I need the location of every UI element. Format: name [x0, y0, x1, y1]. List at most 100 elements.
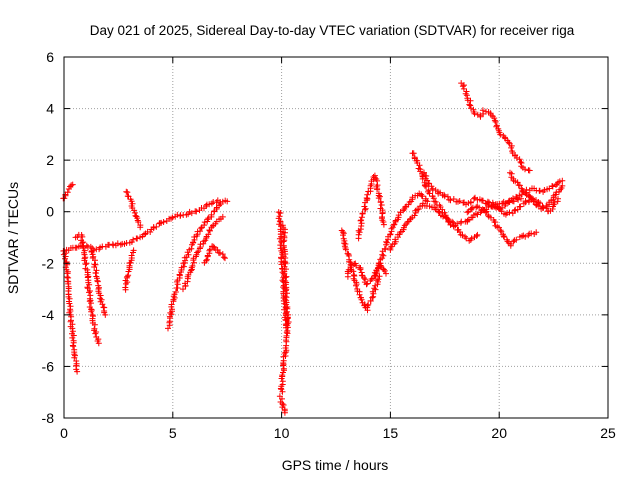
- data-point-marker: [484, 198, 491, 205]
- data-point-marker: [130, 247, 137, 254]
- data-point-marker: [122, 284, 129, 291]
- data-point-marker: [467, 102, 474, 109]
- data-point-marker: [483, 208, 490, 215]
- data-point-marker: [206, 247, 213, 254]
- data-point-marker: [88, 300, 94, 307]
- data-point-marker: [442, 212, 449, 219]
- data-point-marker: [342, 246, 349, 253]
- series-trace-m: [279, 222, 291, 323]
- data-point-marker: [405, 201, 412, 208]
- data-point-marker: [375, 195, 382, 202]
- data-point-marker: [474, 231, 481, 238]
- data-point-marker: [516, 182, 523, 189]
- data-point-marker: [168, 215, 174, 222]
- data-point-marker: [522, 166, 528, 173]
- data-point-marker: [374, 277, 380, 284]
- data-point-marker: [510, 195, 516, 202]
- data-point-marker: [491, 117, 498, 124]
- y-tick-label: 6: [46, 49, 54, 65]
- data-point-marker: [381, 267, 388, 274]
- data-point-marker: [522, 198, 529, 204]
- data-point-marker: [426, 190, 433, 197]
- data-point-marker: [471, 195, 477, 202]
- data-point-marker: [369, 294, 376, 301]
- data-point-marker: [549, 183, 556, 190]
- series-trace-o: [338, 227, 383, 314]
- data-point-marker: [86, 289, 92, 296]
- data-point-marker: [410, 150, 417, 157]
- data-point-marker: [353, 282, 359, 289]
- data-point-marker: [88, 308, 95, 315]
- data-point-marker: [203, 257, 210, 264]
- data-point-marker: [357, 266, 364, 273]
- data-point-marker: [551, 199, 558, 206]
- data-point-marker: [188, 245, 195, 252]
- series-trace-g: [122, 247, 137, 293]
- data-point-marker: [559, 182, 566, 189]
- data-point-marker: [517, 159, 524, 165]
- data-point-marker: [500, 233, 507, 239]
- data-point-marker: [456, 198, 463, 204]
- data-point-marker: [473, 233, 480, 239]
- data-markers: [60, 80, 566, 416]
- data-point-marker: [282, 293, 289, 300]
- data-point-marker: [222, 255, 228, 262]
- data-point-marker: [536, 187, 543, 194]
- x-axis-label: GPS time / hours: [282, 457, 389, 473]
- data-point-marker: [197, 228, 203, 235]
- data-point-marker: [390, 221, 397, 228]
- data-point-marker: [282, 353, 289, 359]
- data-point-marker: [456, 229, 463, 235]
- data-point-marker: [188, 267, 195, 274]
- data-point-marker: [180, 263, 187, 270]
- series-trace-f: [123, 188, 144, 231]
- data-point-marker: [454, 220, 461, 227]
- data-point-marker: [172, 289, 179, 295]
- data-point-marker: [381, 245, 388, 252]
- data-point-marker: [364, 191, 371, 198]
- data-point-marker: [281, 258, 288, 265]
- data-point-marker: [421, 169, 427, 176]
- data-point-marker: [203, 203, 209, 209]
- data-point-marker: [468, 235, 475, 242]
- data-point-marker: [518, 195, 524, 202]
- x-tick-label: 20: [491, 425, 507, 441]
- data-point-marker: [220, 254, 227, 261]
- data-point-marker: [460, 85, 467, 92]
- data-point-marker: [516, 192, 523, 199]
- data-point-marker: [87, 243, 94, 250]
- data-point-marker: [122, 277, 129, 284]
- data-point-marker: [380, 221, 387, 228]
- data-point-marker: [69, 334, 76, 341]
- data-point-marker: [275, 215, 282, 222]
- data-point-marker: [377, 199, 384, 206]
- data-point-marker: [79, 233, 86, 240]
- data-point-marker: [189, 263, 196, 269]
- data-point-marker: [419, 193, 426, 200]
- data-point-marker: [70, 343, 77, 350]
- data-point-marker: [102, 311, 109, 318]
- data-point-marker: [83, 242, 90, 249]
- data-point-marker: [153, 223, 160, 230]
- data-point-marker: [446, 218, 453, 225]
- series-trace-j: [201, 243, 228, 266]
- data-point-marker: [219, 213, 226, 220]
- data-point-marker: [277, 210, 284, 216]
- series-trace-y: [484, 195, 561, 218]
- data-point-marker: [406, 199, 413, 205]
- data-point-marker: [282, 260, 289, 267]
- data-point-marker: [71, 354, 78, 361]
- series-trace-c: [61, 197, 231, 254]
- data-point-marker: [443, 215, 450, 222]
- data-point-marker: [214, 246, 221, 253]
- data-point-marker: [508, 144, 515, 151]
- data-point-marker: [555, 195, 561, 202]
- data-point-marker: [374, 186, 381, 193]
- data-point-marker: [203, 256, 210, 263]
- data-point-marker: [281, 237, 288, 244]
- data-point-marker: [383, 270, 389, 277]
- data-point-marker: [361, 203, 368, 210]
- data-point-marker: [359, 210, 366, 217]
- data-point-marker: [528, 230, 535, 237]
- data-point-marker: [468, 205, 475, 212]
